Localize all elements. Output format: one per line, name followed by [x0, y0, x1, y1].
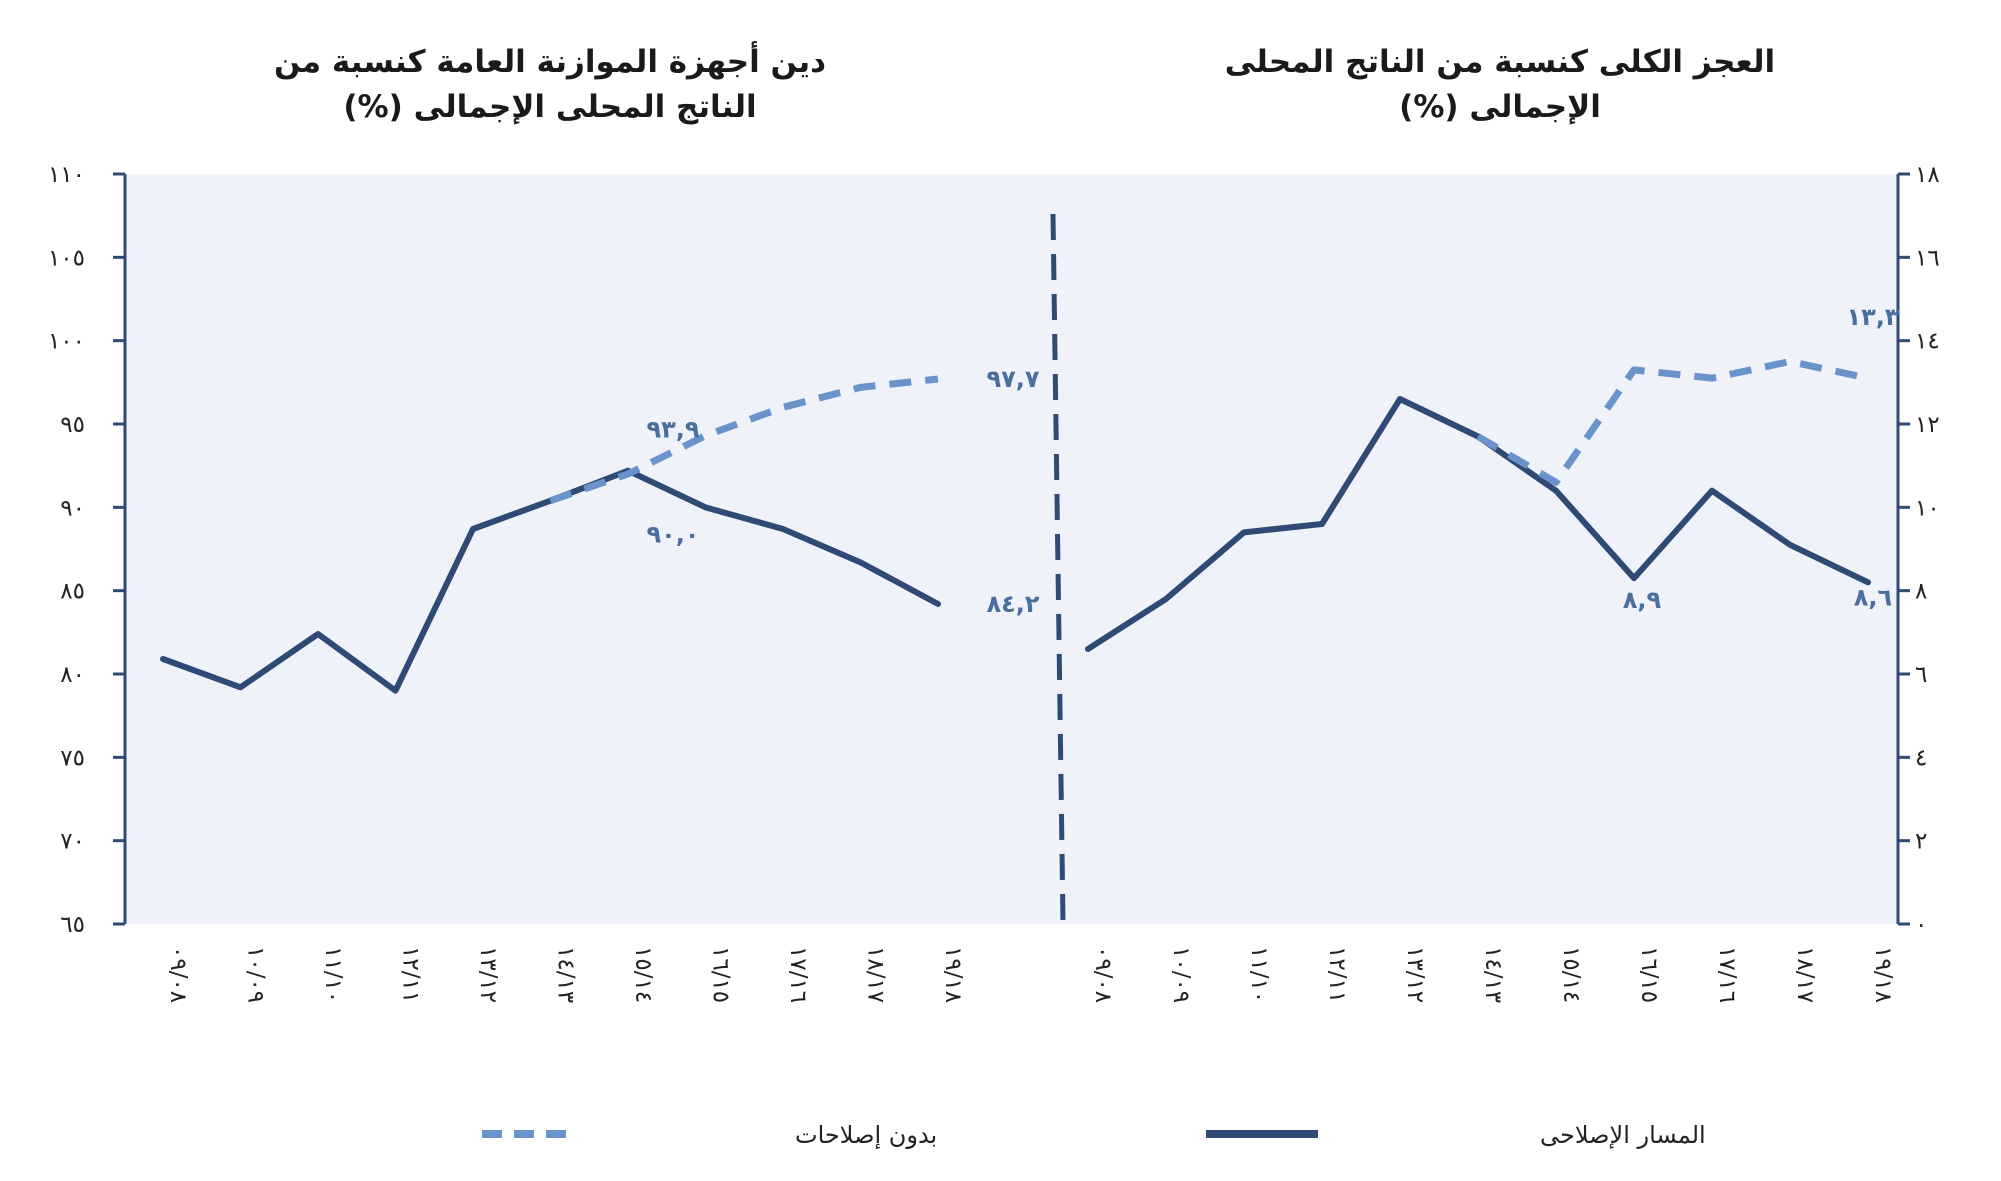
left-y-tick-label: ١٠٠: [48, 329, 85, 355]
right-x-tick-label: ٠٩/٠٨: [1090, 946, 1116, 1003]
right-y-tick-label: ١٤: [1915, 329, 1940, 355]
left-y-tick-label: ٨٥: [60, 579, 85, 605]
left-x-tick-label: ١٧/١٦: [785, 946, 811, 1003]
right-y-tick-label: ١٠: [1915, 495, 1940, 521]
left-panel: ٦٥ ٧٠ ٧٥ ٨٠ ٨٥ ٩٠ ٩٥ ١٠٠ ١٠٥ ١١٠ ٠٩/٠٨ ١٠/٠٩ ١١/١٠ ١٢…: [48, 162, 1040, 1003]
right-x-tick-label: ١٢/١١: [1324, 946, 1350, 1003]
right-x-tick-label: ١٤/١٣: [1480, 946, 1506, 1003]
right-chart-title: العجز الكلى كنسبة من الناتج المحلى الإجم…: [1224, 44, 1776, 125]
left-x-tick-label: ٠٩/٠٨: [165, 946, 191, 1003]
legend: بدون إصلاحات المسار الإصلاحى: [482, 1121, 1706, 1150]
left-series-no-reform-line: [549, 375, 939, 504]
right-x-tick-label: ١١/١٠: [1246, 946, 1272, 1003]
right-x-tick-label: ١٧/١٦: [1714, 946, 1740, 1003]
right-panel: ٠ ٢ ٤ ٦ ٨ ١٠ ١٢ ١٤ ١٦ ١٨ ٠٩/٠٨ ١٠/٠٩ ١١/١٠ ١٢/١١ ١٣/١٢…: [1085, 162, 1940, 1003]
left-x-tick-label: ١٠/٠٩: [243, 946, 269, 1003]
left-y-tick-label: ٩٠: [60, 495, 85, 521]
left-y-tick-label: ٦٥: [60, 912, 85, 938]
right-y-tick-label: ١٦: [1915, 245, 1940, 271]
left-y-tick-label: ٩٥: [60, 412, 85, 438]
left-y-tick-label: ١٠٥: [48, 245, 85, 271]
left-x-tick-label: ١١/١٠: [320, 946, 346, 1003]
left-x-tick-label: ١٥/١٤: [630, 946, 656, 1003]
left-x-tick-label: ١٢/١١: [398, 946, 424, 1003]
left-y-tick-label: ٨٠: [60, 662, 85, 688]
right-data-label: ٨,٩: [1623, 586, 1662, 614]
right-x-tick-label: ١٠/٠٩: [1168, 946, 1194, 1003]
right-x-tick-label: ١٣/١٢: [1402, 946, 1428, 1003]
right-y-tick-label: ٦: [1915, 662, 1927, 688]
right-x-tick-label: ١٨/١٧: [1792, 946, 1818, 1003]
left-x-tick-label: ١٨/١٧: [863, 946, 889, 1003]
right-x-tick-label: ١٦/١٥: [1636, 946, 1662, 1003]
left-y-tick-label: ١١٠: [48, 162, 85, 188]
left-chart-title: دين أجهزة الموازنة العامة كنسبة من النات…: [274, 44, 826, 125]
right-y-tick-label: ١٨: [1915, 162, 1940, 188]
right-data-label: ١٣,٣: [1846, 303, 1899, 331]
legend-no-reform-label: بدون إصلاحات: [795, 1121, 937, 1150]
left-x-tick-label: ١٣/١٢: [475, 946, 501, 1003]
right-y-tick-label: ٨: [1915, 579, 1927, 605]
left-data-label: ٩٣,٩: [646, 415, 699, 443]
left-y-tick-label: ٧٥: [60, 745, 85, 771]
left-data-label: ٩٧,٧: [986, 365, 1039, 393]
left-x-tick-label: ١٦/١٥: [708, 946, 734, 1003]
right-y-tick-label: ١٢: [1915, 412, 1940, 438]
left-x-tick-label: ١٩/١٨: [940, 946, 966, 1003]
plot-background: [125, 174, 1898, 924]
left-data-label: ٨٤,٢: [986, 590, 1039, 618]
right-series-no-reform-line: [1476, 358, 1869, 486]
right-y-tick-label: ٠: [1915, 912, 1927, 938]
left-x-tick-label: ١٤/١٣: [553, 946, 579, 1003]
right-y-tick-label: ٤: [1915, 745, 1927, 771]
left-y-tick-label: ٧٠: [60, 829, 85, 855]
right-x-tick-label: ١٩/١٨: [1870, 946, 1896, 1003]
legend-reform-label: المسار الإصلاحى: [1540, 1121, 1706, 1149]
right-data-label: ٨,٦: [1854, 584, 1892, 612]
right-y-tick-label: ٢: [1915, 829, 1927, 855]
right-x-tick-label: ١٥/١٤: [1558, 946, 1584, 1003]
left-data-label: ٩٠,٠: [646, 520, 699, 548]
